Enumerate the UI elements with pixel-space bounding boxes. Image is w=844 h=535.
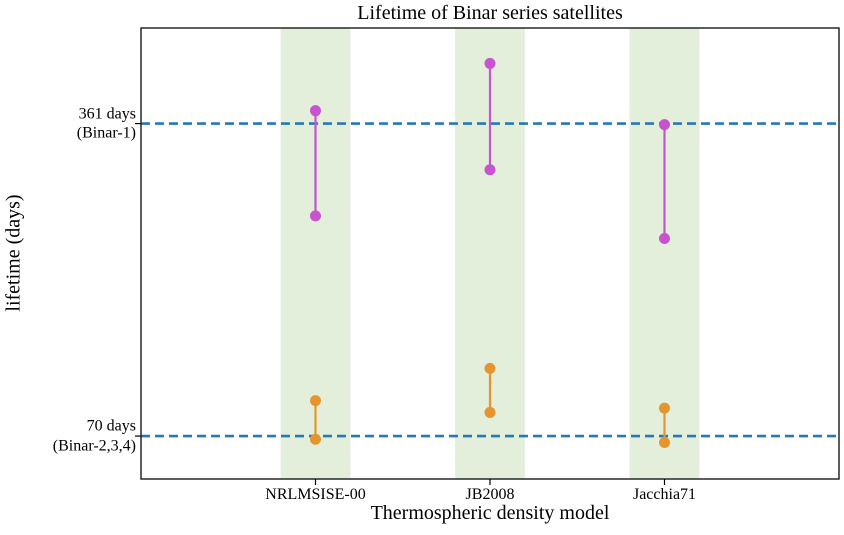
x-axis-label: Thermospheric density model: [370, 502, 610, 524]
y-tick-label: 361 days (Binar-1): [77, 104, 136, 143]
lifetime-range-high-marker: [310, 105, 321, 117]
lifetime-range-low-marker: [310, 210, 321, 222]
x-tick-label: JB2008: [465, 486, 515, 503]
lifetime-range-high-marker: [484, 362, 496, 374]
chart-title: Lifetime of Binar series satellites: [357, 2, 623, 24]
y-tick-label-line: (Binar-2,3,4): [52, 437, 136, 455]
lifetime-range-low-marker: [659, 232, 670, 244]
x-tick-label: NRLMSISE-00: [265, 486, 366, 503]
lifetime-range-low-marker: [659, 436, 670, 448]
lifetime-range-low-marker: [310, 433, 321, 445]
y-axis-label: lifetime (days): [2, 194, 25, 312]
y-tick-label-line: 361 days: [78, 105, 136, 123]
lifetime-range-high-marker: [659, 402, 670, 414]
lifetime-range-high-marker: [659, 119, 670, 131]
lifetime-range-high-marker: [484, 57, 496, 69]
y-tick-label: 70 days (Binar-2,3,4): [53, 417, 136, 456]
lifetime-range-high-marker: [310, 395, 321, 407]
y-tick-label-line: 70 days: [86, 417, 136, 435]
lifetime-range-low-marker: [484, 164, 496, 176]
x-tick-label: Jacchia71: [632, 486, 697, 503]
lifetime-range-low-marker: [484, 406, 496, 418]
y-tick-label-line: (Binar-1): [76, 124, 136, 142]
